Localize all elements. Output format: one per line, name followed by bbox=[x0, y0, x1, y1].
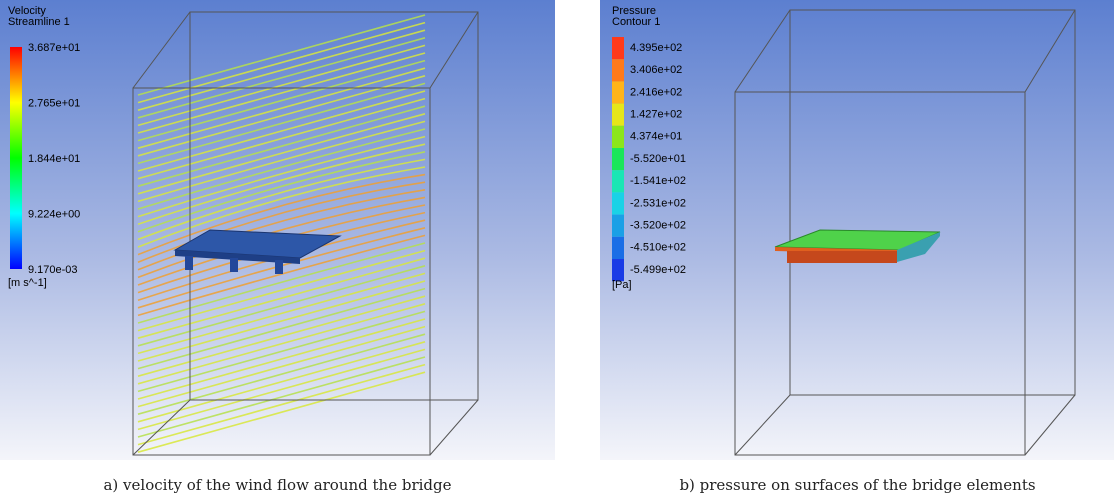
streamline bbox=[137, 363, 426, 446]
legend-label: 4.395e+02 bbox=[630, 42, 682, 54]
streamline bbox=[137, 242, 426, 324]
colorbar-step bbox=[612, 214, 624, 237]
legend-label: 9.170e-03 bbox=[28, 264, 78, 276]
streamline bbox=[137, 325, 426, 408]
streamline bbox=[137, 166, 426, 248]
legend-label: -5.520e+01 bbox=[630, 153, 686, 165]
legend-label: -2.531e+02 bbox=[630, 197, 686, 209]
streamline bbox=[137, 181, 426, 263]
caption: a) velocity of the wind flow around the … bbox=[103, 476, 452, 494]
streamline bbox=[137, 135, 426, 218]
streamline bbox=[137, 257, 426, 339]
streamline bbox=[137, 333, 426, 415]
legend-label: -5.499e+02 bbox=[630, 264, 686, 276]
streamline bbox=[137, 97, 426, 180]
colorbar-step bbox=[612, 259, 624, 282]
streamline bbox=[137, 356, 426, 438]
streamline bbox=[137, 120, 426, 203]
legend-label: 3.406e+02 bbox=[630, 64, 682, 76]
streamline bbox=[137, 280, 426, 362]
streamline bbox=[137, 67, 426, 149]
streamline bbox=[137, 295, 426, 377]
streamline bbox=[137, 90, 426, 172]
streamline bbox=[137, 128, 426, 210]
colorbar-step bbox=[612, 236, 624, 259]
colorbar-b bbox=[612, 37, 624, 282]
colorbar-step bbox=[612, 170, 624, 193]
streamline bbox=[137, 341, 426, 423]
domain-box-b bbox=[734, 9, 1076, 456]
streamline bbox=[137, 371, 426, 453]
legend-label: 2.416e+02 bbox=[630, 86, 682, 98]
streamline bbox=[137, 113, 426, 195]
legend-label: 9.224e+00 bbox=[28, 208, 80, 220]
colorbar-step bbox=[612, 148, 624, 171]
figure: Velocity Streamline 1 [m s^-1] Pressure … bbox=[0, 0, 1114, 460]
legend-title: Pressure bbox=[612, 5, 656, 17]
streamline bbox=[137, 234, 426, 317]
legend-label: 1.844e+01 bbox=[28, 153, 80, 165]
streamline bbox=[137, 143, 426, 225]
legend-label: -4.510e+02 bbox=[630, 242, 686, 254]
streamline bbox=[137, 21, 426, 104]
streamlines bbox=[137, 14, 426, 453]
streamline bbox=[137, 158, 426, 241]
streamline bbox=[137, 303, 426, 385]
legend-label: -3.520e+02 bbox=[630, 220, 686, 232]
streamline bbox=[137, 173, 426, 256]
streamline bbox=[137, 14, 426, 96]
legend-label: 2.765e+01 bbox=[28, 97, 80, 109]
colorbar-step bbox=[612, 37, 624, 60]
streamline bbox=[137, 29, 426, 111]
streamline bbox=[137, 196, 426, 279]
streamline bbox=[137, 151, 426, 233]
colorbar-step bbox=[612, 103, 624, 126]
legend-label: 3.687e+01 bbox=[28, 42, 80, 54]
legend-label: 4.374e+01 bbox=[630, 131, 682, 143]
colorbar-step bbox=[612, 125, 624, 148]
domain-box-a bbox=[132, 11, 479, 456]
streamline bbox=[137, 348, 426, 431]
colorbar-step bbox=[612, 192, 624, 215]
colorbar-step bbox=[612, 81, 624, 104]
bridge-a bbox=[173, 229, 342, 274]
streamline bbox=[137, 249, 426, 332]
streamline bbox=[137, 318, 426, 400]
streamline bbox=[137, 105, 426, 187]
bridge-b bbox=[774, 229, 941, 263]
colorbar-step bbox=[612, 59, 624, 82]
streamline bbox=[137, 52, 426, 134]
streamline bbox=[137, 59, 426, 142]
legend-subtitle: Streamline 1 bbox=[8, 16, 70, 28]
legend-label: -1.541e+02 bbox=[630, 175, 686, 187]
caption: b) pressure on surfaces of the bridge el… bbox=[679, 476, 1036, 494]
streamline bbox=[137, 265, 426, 347]
streamline bbox=[137, 37, 426, 119]
legend-unit: [Pa] bbox=[612, 279, 632, 291]
streamline bbox=[137, 287, 426, 370]
streamline bbox=[137, 75, 426, 157]
legend-label: 1.427e+02 bbox=[630, 109, 682, 121]
colorbar-a bbox=[10, 47, 22, 269]
legend-unit: [m s^-1] bbox=[8, 277, 47, 289]
streamline bbox=[137, 44, 426, 127]
legend-title: Velocity bbox=[8, 5, 46, 17]
streamline bbox=[137, 82, 426, 165]
legend-subtitle: Contour 1 bbox=[612, 16, 660, 28]
viewport-b bbox=[600, 0, 1114, 460]
streamline bbox=[137, 272, 426, 355]
streamline bbox=[137, 310, 426, 393]
